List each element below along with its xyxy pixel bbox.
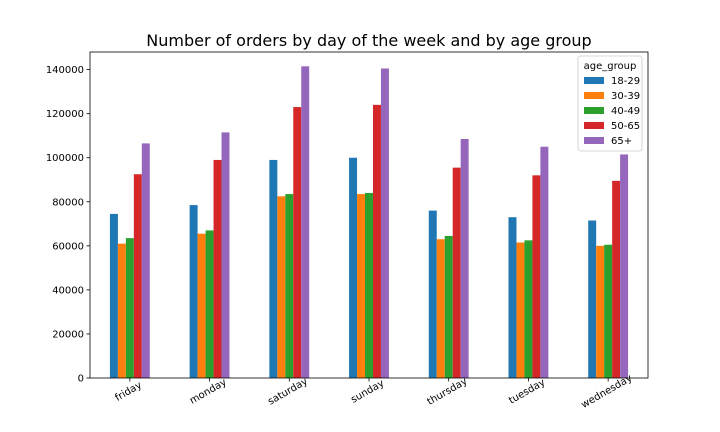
legend-label-30-39: 30-39 [611,91,640,102]
bar-18-29-friday [109,213,118,378]
chart-title: Number of orders by day of the week and … [146,31,591,50]
legend-swatch-18-29 [584,77,604,84]
bar-65+-thursday [460,139,469,378]
bar-18-29-saturday [269,159,278,378]
bar-30-39-wednesday [596,245,605,378]
legend-title: age_group [584,61,637,72]
bar-40-49-wednesday [604,244,613,378]
y-tick-label: 20000 [52,329,84,340]
legend-label-50-65: 50-65 [611,121,640,132]
plot-frame [89,51,649,379]
y-tick-label: 140000 [46,65,84,76]
bar-18-29-monday [189,205,198,378]
bar-18-29-tuesday [508,217,517,378]
y-tick-label: 0 [78,374,84,385]
bar-50-65-wednesday [612,180,621,378]
bar-18-29-sunday [349,157,358,378]
bar-30-39-saturday [277,196,286,378]
legend: age_group 18-29 30-39 40-49 50-65 65+ [577,55,643,152]
bar-50-65-thursday [452,167,461,378]
bar-65+-saturday [301,66,310,378]
legend-swatch-65+ [584,137,604,144]
bar-50-65-saturday [293,107,302,378]
y-tick-label: 120000 [46,109,84,120]
bar-65+-monday [221,132,230,378]
y-tick-label: 100000 [46,153,84,164]
legend-swatch-30-39 [584,92,604,99]
y-tick-label: 60000 [52,241,84,252]
bar-65+-friday [141,143,150,378]
bar-30-39-thursday [436,239,445,378]
bar-65+-sunday [380,68,389,379]
bar-18-29-thursday [428,210,437,378]
bar-40-49-thursday [444,235,453,378]
legend-swatch-50-65 [584,122,604,129]
bar-30-39-sunday [357,194,366,378]
bar-18-29-wednesday [588,220,597,378]
bar-50-65-sunday [372,104,381,379]
bar-40-49-friday [125,238,134,378]
bar-65+-wednesday [620,154,629,378]
y-tick-label: 80000 [52,197,84,208]
bar-40-49-monday [205,230,214,378]
bar-40-49-saturday [285,194,294,378]
bars-layer [109,66,629,379]
legend-label-18-29: 18-29 [611,76,640,87]
legend-label-65+: 65+ [611,136,632,147]
bar-30-39-monday [197,233,206,378]
legend-label-40-49: 40-49 [611,106,640,117]
bar-40-49-sunday [365,192,373,378]
y-tick-label: 40000 [52,285,84,296]
bar-50-65-tuesday [532,175,541,378]
bar-50-65-friday [133,174,142,378]
bar-40-49-tuesday [524,240,533,378]
bar-30-39-friday [117,243,126,378]
bar-30-39-tuesday [516,242,525,378]
bar-50-65-monday [213,159,222,378]
y-axis: 0 20000 40000 60000 80000 100000 120000 140000 [46,65,90,385]
bar-65+-tuesday [540,146,549,378]
legend-swatch-40-49 [584,107,604,114]
